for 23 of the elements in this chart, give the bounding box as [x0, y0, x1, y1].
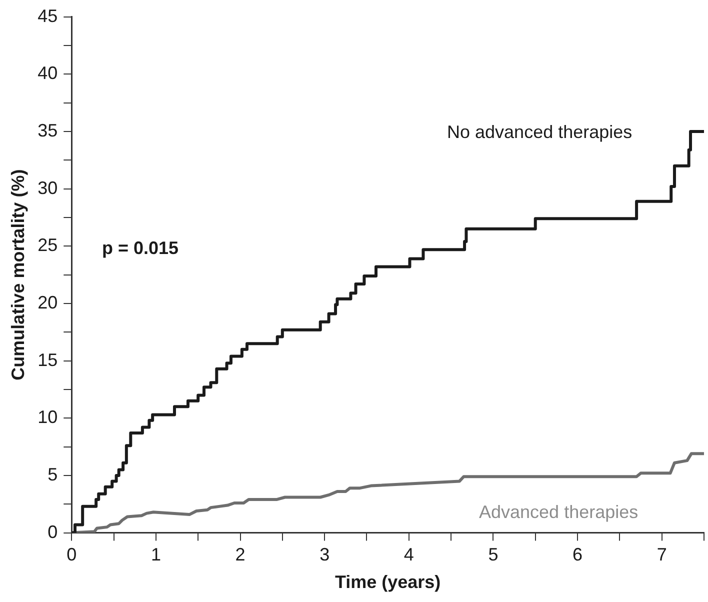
- x-tick-label: 5: [488, 544, 498, 565]
- x-tick-label: 7: [656, 544, 667, 565]
- y-tick-label: 15: [38, 350, 58, 370]
- x-tick-label: 6: [572, 544, 583, 565]
- y-axis-title: Cumulative mortality (%): [8, 169, 28, 380]
- y-tick-label: 40: [38, 63, 58, 84]
- annotation: p = 0.015: [102, 238, 179, 258]
- x-tick-label: 2: [235, 544, 246, 565]
- series-label: Advanced therapies: [479, 502, 638, 522]
- y-tick-label: 10: [38, 407, 58, 428]
- y-tick-label: 45: [38, 6, 58, 26]
- text: No advanced therapies: [447, 122, 632, 142]
- y-tick-label: 30: [38, 178, 58, 198]
- x-tick-label: 1: [150, 544, 161, 565]
- y-tick-label: 35: [38, 120, 58, 140]
- x-tick-label: 3: [320, 544, 330, 565]
- y-tick-label: 25: [38, 235, 58, 256]
- y-tick-label: 0: [48, 522, 58, 542]
- x-tick-label: 4: [404, 544, 414, 565]
- y-tick-label: 20: [38, 292, 58, 312]
- x-axis-title: Time (years): [334, 572, 441, 592]
- x-tick-label: 0: [66, 544, 77, 565]
- y-tick-label: 5: [48, 464, 58, 484]
